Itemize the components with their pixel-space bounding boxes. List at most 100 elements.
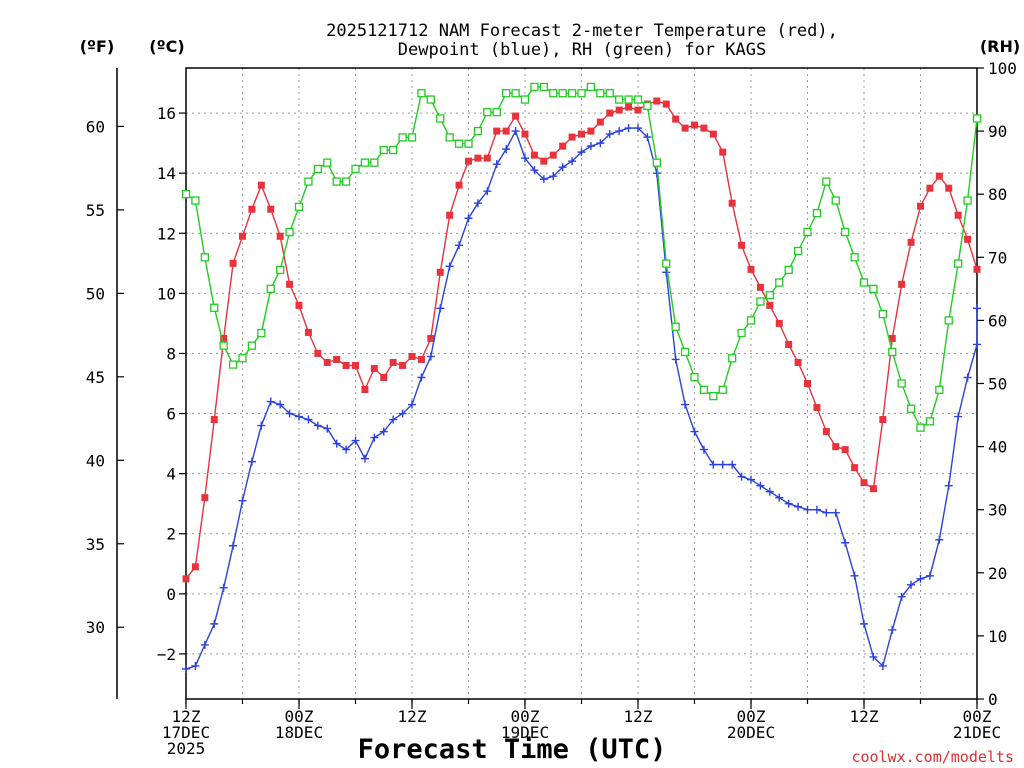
- temperature-point: [804, 380, 811, 387]
- temperature-point: [220, 334, 228, 342]
- dewpoint-point: [455, 241, 464, 250]
- fahrenheit-tick-label: 35: [86, 535, 105, 554]
- dewpoint-point: [718, 460, 727, 469]
- temperature-point: [917, 202, 924, 210]
- rh-point: [803, 227, 812, 237]
- rh-point: [831, 196, 840, 205]
- temperature-point: [380, 373, 388, 381]
- dewpoint-point: [652, 169, 661, 178]
- rh-point: [586, 82, 596, 92]
- dewpoint-point: [445, 262, 454, 271]
- dewpoint-point: [944, 481, 953, 490]
- rh-point: [567, 89, 577, 98]
- temperature-point: [286, 280, 294, 288]
- rh-point: [313, 164, 322, 174]
- x-tick-label: 19DEC: [501, 723, 549, 742]
- dewpoint-point: [831, 508, 840, 517]
- series-relative-humidity: [181, 82, 982, 432]
- temperature-point: [964, 235, 972, 243]
- rh-point: [746, 316, 756, 325]
- rh-point: [436, 114, 445, 123]
- temperature-point: [530, 151, 538, 159]
- dewpoint-point: [313, 421, 322, 430]
- temperature-point: [210, 416, 218, 424]
- dewpoint-point: [973, 304, 981, 313]
- temperature-point: [653, 97, 661, 105]
- temperature-point: [304, 328, 312, 336]
- rh-point: [492, 108, 501, 117]
- dewpoint-point: [473, 199, 482, 208]
- dewpoint-point: [775, 493, 784, 502]
- temperature-point: [832, 443, 840, 451]
- dewpoint-point: [822, 508, 831, 517]
- series-temperature: [182, 97, 981, 583]
- temperature-point: [549, 151, 557, 159]
- x-tick-label: 00Z: [963, 707, 992, 726]
- dewpoint-point: [379, 427, 388, 436]
- celsius-tick-label: 4: [166, 465, 176, 484]
- temperature-point: [257, 181, 265, 189]
- rh-point: [577, 89, 586, 98]
- dewpoint-point: [276, 400, 285, 409]
- temperature-point: [191, 563, 199, 571]
- temperature-point: [276, 232, 284, 240]
- rh-point: [191, 196, 200, 205]
- temperature-point: [408, 352, 416, 360]
- rh-point: [370, 158, 379, 167]
- rh-point: [238, 354, 247, 363]
- temperature-point: [681, 124, 689, 132]
- rh-point: [360, 158, 370, 167]
- rh-point: [972, 114, 982, 123]
- rh-point: [737, 328, 746, 338]
- rh-point: [257, 328, 266, 338]
- celsius-tick-label: 2: [166, 525, 176, 544]
- fahrenheit-tick-label: 45: [86, 368, 105, 387]
- dewpoint-point: [756, 481, 765, 490]
- temperature-point: [709, 130, 717, 138]
- temperature-point: [596, 118, 604, 126]
- temperature-point: [935, 172, 943, 180]
- temperature-point: [446, 211, 454, 219]
- temperature-point: [822, 428, 830, 436]
- rh-tick-label: 50: [988, 375, 1007, 394]
- dewpoint-point: [737, 472, 746, 481]
- series-dewpoint: [182, 124, 981, 673]
- dewpoint-point: [257, 421, 266, 430]
- temperature-point: [747, 265, 755, 273]
- rh-point: [332, 177, 341, 186]
- dewpoint-point: [605, 130, 614, 139]
- rh-point: [530, 82, 539, 92]
- temperature-point: [813, 404, 821, 412]
- rh-point: [285, 227, 294, 237]
- temperature-point: [756, 283, 764, 291]
- dewpoint-point: [662, 268, 671, 277]
- temperature-point: [465, 157, 472, 165]
- temperature-point: [719, 148, 727, 156]
- rh-point: [812, 208, 822, 218]
- dewpoint-point: [370, 433, 379, 442]
- dewpoint-point: [643, 133, 652, 142]
- dewpoint-point: [229, 541, 238, 550]
- x-tick-label: 12Z: [398, 707, 427, 726]
- rh-tick-label: 30: [988, 501, 1007, 520]
- rh-point: [859, 278, 869, 287]
- rh-point: [228, 360, 238, 369]
- temperature-point: [662, 100, 670, 108]
- temperature-point: [898, 280, 906, 288]
- rh-point: [417, 89, 426, 98]
- rh-point: [775, 278, 784, 287]
- dewpoint-point: [549, 172, 558, 181]
- rh-point: [200, 253, 209, 262]
- rh-point: [615, 95, 624, 104]
- rh-point: [897, 379, 906, 388]
- temperature-point: [672, 115, 680, 123]
- plot-frame: [185, 67, 978, 700]
- temperature-point: [954, 211, 962, 219]
- rh-point: [680, 347, 690, 357]
- x-tick-label: 21DEC: [953, 723, 1001, 742]
- x-tick-label: 18DEC: [275, 723, 323, 742]
- rh-point: [841, 227, 850, 237]
- fahrenheit-tick-label: 60: [86, 117, 105, 136]
- temperature-point: [587, 127, 595, 135]
- celsius-tick-label: 10: [157, 284, 176, 303]
